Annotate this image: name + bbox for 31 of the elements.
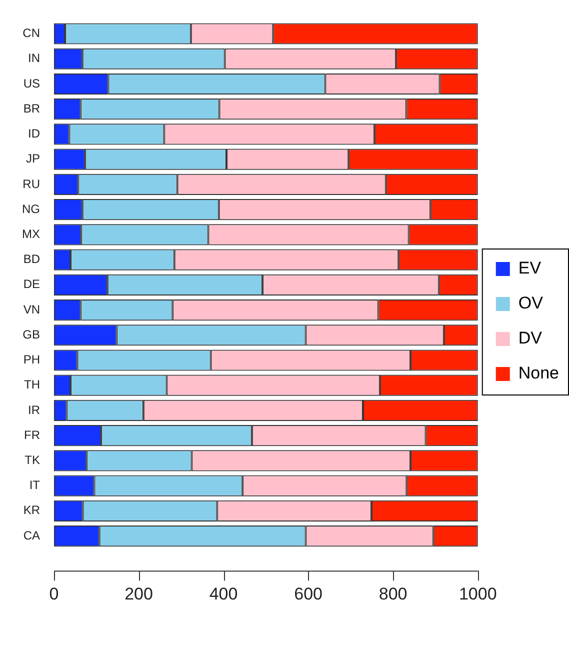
x-tick-label: 0 [49,584,59,604]
y-tick-label: TH [24,378,40,392]
y-tick-label: PH [23,352,40,367]
x-tick-label: 400 [209,584,238,604]
y-tick-label: MX [22,226,40,241]
y-tick-label: GB [22,327,40,342]
x-tick-label: 600 [294,584,323,604]
legend-label: None [518,364,559,383]
legend-label: OV [518,294,544,313]
x-tick-label: 1000 [458,584,497,604]
y-tick-label: ID [28,126,40,141]
y-tick-label: FR [24,428,40,442]
y-tick-label: IT [29,478,41,492]
y-tick-label: BR [23,101,40,116]
y-tick-label: IR [28,402,40,417]
x-tick-label: 800 [378,584,408,604]
x-tick-label: 200 [124,584,153,604]
y-tick-label: RU [22,176,40,191]
y-tick-label: DE [23,277,40,292]
y-tick-label: CN [22,26,40,40]
y-tick-label: US [23,76,40,90]
legend-label: EV [518,258,542,278]
y-tick-label: NG [22,202,40,216]
y-tick-label: VN [23,302,40,316]
legend-label: DV [518,328,543,348]
y-tick-label: BD [23,252,40,266]
y-tick-label: TK [24,453,40,468]
y-tick-label: IN [28,51,40,66]
y-tick-label: CA [23,528,40,542]
y-tick-label: JP [26,152,40,166]
y-tick-label: KR [23,503,40,518]
